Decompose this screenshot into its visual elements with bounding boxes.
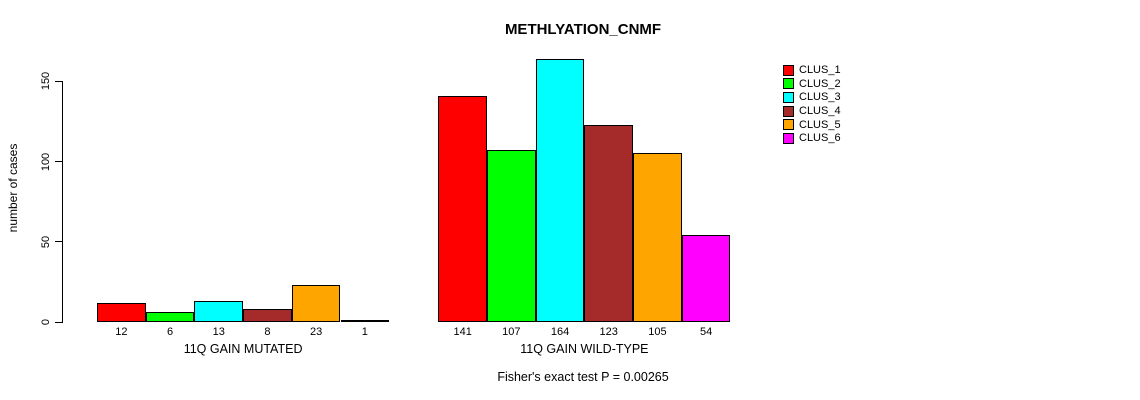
bar-value-label: 1	[361, 326, 368, 338]
bar-CLUS_2	[145, 312, 195, 322]
legend-label-CLUS_5: CLUS_5	[799, 118, 841, 131]
legend-swatch-CLUS_2	[783, 78, 794, 90]
bar-CLUS_2	[487, 150, 536, 322]
legend-label-CLUS_1: CLUS_1	[799, 64, 841, 77]
y-tick-label: 150	[40, 72, 52, 91]
legend-label-CLUS_6: CLUS_6	[799, 132, 841, 145]
bar-value-label: 13	[212, 326, 225, 338]
legend-item-CLUS_3: CLUS_3	[783, 91, 841, 105]
bar-CLUS_5	[291, 285, 341, 322]
bar-CLUS_4	[584, 124, 634, 322]
bar-value-label: 141	[453, 326, 472, 338]
bar-CLUS_3	[535, 58, 585, 322]
legend-label-CLUS_4: CLUS_4	[799, 105, 841, 118]
bar-CLUS_4	[243, 309, 292, 322]
bar-value-label: 105	[648, 326, 667, 338]
legend-swatch-CLUS_5	[783, 119, 794, 131]
bar-CLUS_6	[681, 235, 731, 322]
bar-value-label: 6	[166, 326, 174, 338]
bar-CLUS_3	[194, 301, 244, 322]
bar-CLUS_1	[438, 95, 487, 322]
bar-value-label: 123	[599, 326, 618, 338]
y-tick-mark	[55, 321, 63, 323]
legend-item-CLUS_4: CLUS_4	[783, 104, 841, 118]
y-tick-label: 0	[40, 318, 52, 326]
bar-CLUS_5	[633, 153, 682, 322]
y-axis-label: number of cases	[6, 143, 20, 233]
bar-CLUS_6	[340, 320, 390, 323]
y-tick-mark	[55, 241, 63, 243]
bar-value-label: 107	[502, 326, 521, 338]
legend-swatch-CLUS_3	[783, 91, 794, 103]
bar-value-label: 12	[115, 326, 128, 338]
x-axis-group-label: 11Q GAIN WILD-TYPE	[520, 342, 649, 356]
legend-item-CLUS_2: CLUS_2	[783, 77, 841, 91]
y-tick-label: 50	[40, 235, 52, 248]
legend-item-CLUS_1: CLUS_1	[783, 64, 841, 78]
bar-value-label: 54	[700, 326, 713, 338]
y-tick-mark	[55, 80, 63, 82]
legend-item-CLUS_6: CLUS_6	[783, 132, 841, 146]
x-axis-group-label: 11Q GAIN MUTATED	[183, 342, 303, 356]
legend-swatch-CLUS_4	[783, 105, 794, 117]
bar-CLUS_1	[97, 302, 146, 322]
bar-value-label: 23	[310, 326, 323, 338]
y-tick-mark	[55, 161, 63, 162]
legend-swatch-CLUS_6	[783, 132, 794, 144]
legend-item-CLUS_5: CLUS_5	[783, 118, 841, 132]
legend-swatch-CLUS_1	[783, 64, 794, 76]
legend-label-CLUS_3: CLUS_3	[799, 91, 841, 104]
bar-value-label: 8	[264, 326, 271, 338]
y-axis-line	[62, 81, 63, 323]
bar-value-label: 164	[550, 326, 570, 338]
legend-label-CLUS_2: CLUS_2	[799, 77, 841, 90]
chart-title: METHLYATION_CNMF	[504, 21, 662, 38]
caption: Fisher's exact test P = 0.00265	[497, 370, 669, 384]
y-tick-label: 100	[40, 152, 52, 171]
